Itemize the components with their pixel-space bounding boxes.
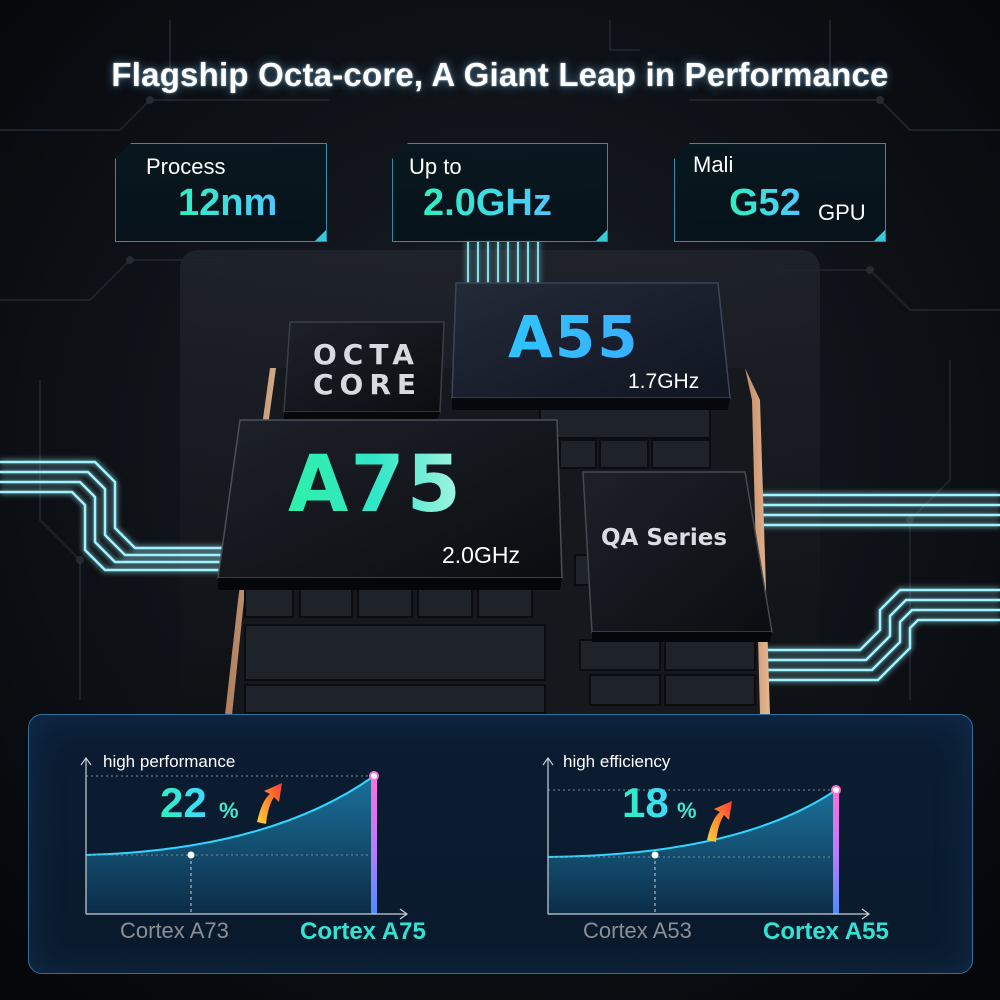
spec-card-process: Process 12nm	[115, 143, 327, 242]
spec-label: Process	[146, 154, 226, 179]
spec-card-gpu: Mali G52 GPU	[674, 143, 886, 242]
a75-frequency: 2.0GHz	[442, 542, 520, 568]
spec-value: G52	[729, 182, 801, 224]
spec-value: 12nm	[178, 182, 278, 224]
metric-title-right: high efficiency	[563, 752, 671, 771]
new-core-left: Cortex A75	[300, 918, 426, 945]
baseline-core-left: Cortex A73	[120, 918, 229, 943]
metric-title-left: high performance	[103, 752, 236, 771]
corner-accent	[315, 230, 326, 241]
corner-accent	[596, 230, 607, 241]
gain-value-right: 18	[622, 779, 669, 826]
spec-label: Up to	[409, 154, 462, 179]
a55-frequency: 1.7GHz	[628, 370, 700, 393]
spec-unit: GPU	[818, 200, 866, 225]
gain-value-left: 22	[160, 779, 207, 826]
spec-label: Mali	[693, 152, 734, 177]
a75-core-name: A75	[288, 440, 463, 530]
spec-card-frequency: Up to 2.0GHz	[392, 143, 608, 242]
gain-percent-right: %	[677, 798, 697, 823]
a55-core-name: A55	[508, 303, 640, 371]
gain-percent-left: %	[219, 798, 239, 823]
baseline-core-right: Cortex A53	[583, 918, 692, 943]
new-core-right: Cortex A55	[763, 918, 889, 945]
corner-accent	[874, 230, 885, 241]
octa-core-label-line2: CORE	[313, 368, 423, 401]
spec-value: 2.0GHz	[423, 182, 552, 224]
qa-series-label: QA Series	[601, 525, 728, 551]
octa-core-label-line1: OCTA	[313, 338, 420, 371]
headline: Flagship Octa-core, A Giant Leap in Perf…	[111, 56, 889, 93]
